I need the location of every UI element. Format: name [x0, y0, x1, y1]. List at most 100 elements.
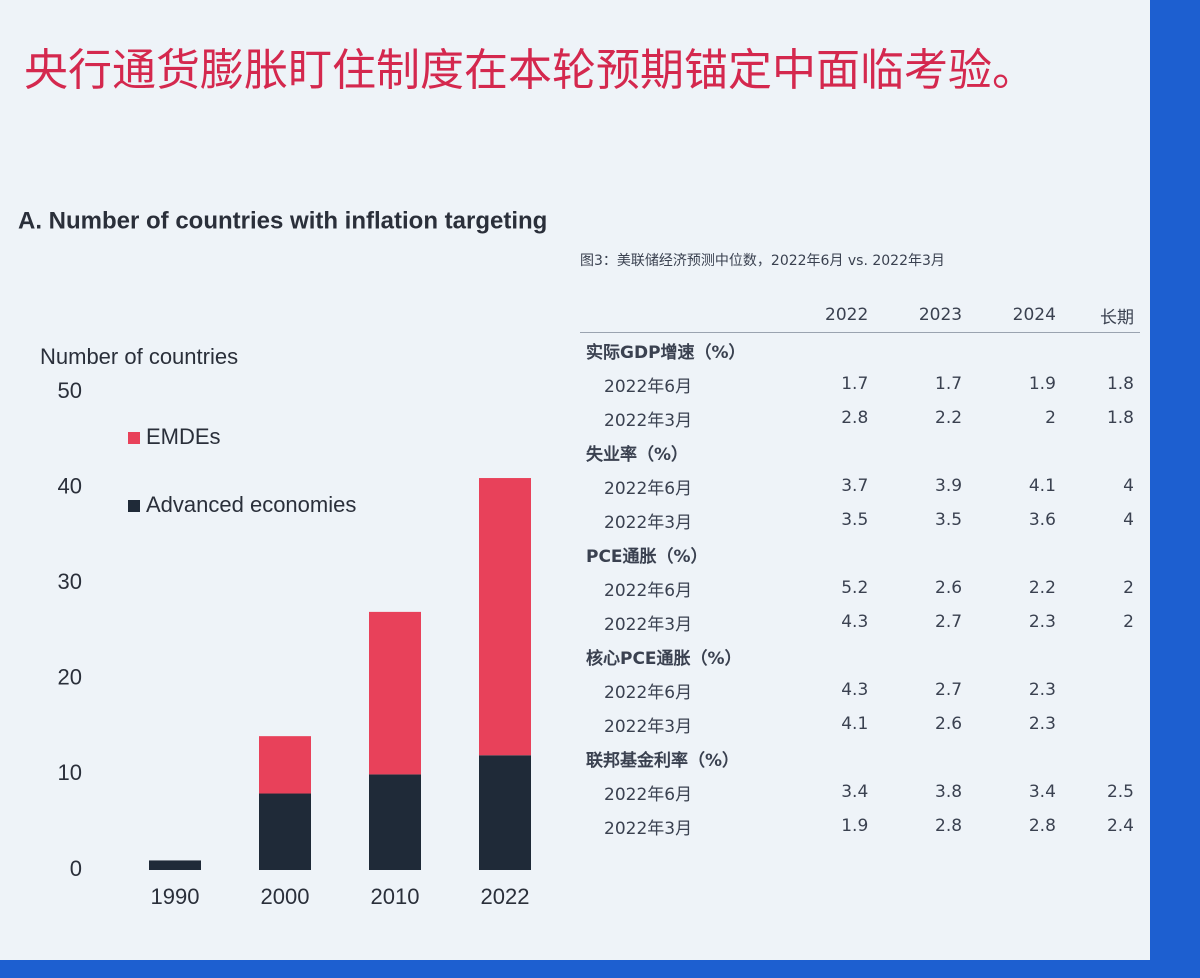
- section-title: 联邦基金利率（%）: [586, 750, 740, 771]
- cell: 2.8: [1028, 816, 1056, 836]
- data-row: 2022年6月 3.7 3.9 4.1 4: [580, 469, 1140, 503]
- bar-segment: [149, 860, 201, 870]
- cell: 4: [1123, 510, 1134, 530]
- row-label: 2022年3月: [604, 410, 693, 431]
- cell: 1.9: [1028, 374, 1056, 394]
- cell: 3.4: [1028, 782, 1056, 802]
- row-label: 2022年6月: [604, 682, 693, 703]
- cell: 2: [1123, 612, 1134, 632]
- cell: 3.7: [841, 476, 869, 496]
- cell: 2.3: [1028, 714, 1056, 734]
- row-label: 2022年6月: [604, 376, 693, 397]
- cell: 2.8: [935, 816, 963, 836]
- cell: 3.8: [935, 782, 963, 802]
- header-cell: 2024: [968, 298, 1062, 333]
- header-cell: [580, 298, 781, 333]
- cell: 2.4: [1106, 816, 1134, 836]
- legend-swatch: [128, 432, 140, 444]
- cell: 4.3: [841, 680, 869, 700]
- cell: 1.8: [1106, 408, 1134, 428]
- section-row: 失业率（%）: [580, 435, 1140, 469]
- section-title: PCE通胀（%）: [586, 546, 708, 567]
- section-title: 核心PCE通胀（%）: [586, 648, 742, 669]
- x-tick-label: 2000: [261, 884, 310, 909]
- y-tick-label: 40: [58, 473, 82, 498]
- cell: 2.8: [841, 408, 869, 428]
- cell: 1.8: [1106, 374, 1134, 394]
- table: 2022 2023 2024 长期实际GDP增速（%） 2022年6月 1.7 1.7 1.9…: [580, 298, 1140, 843]
- bar-segment: [369, 774, 421, 870]
- legend-label: EMDEs: [146, 424, 221, 449]
- cell: 1.7: [841, 374, 869, 394]
- row-label: 2022年3月: [604, 512, 693, 533]
- cell: 2: [1045, 408, 1056, 428]
- section-title: 失业率（%）: [586, 444, 689, 465]
- row-label: 2022年6月: [604, 580, 693, 601]
- cell: 2.3: [1028, 680, 1056, 700]
- header-cell: 2022: [780, 298, 875, 333]
- cell: 4.3: [841, 612, 869, 632]
- cell: 1.9: [841, 816, 869, 836]
- slide: 央行通货膨胀盯住制度在本轮预期锚定中面临考验。 A. Number of cou…: [0, 0, 1150, 960]
- x-tick-label: 2022: [481, 884, 530, 909]
- data-row: 2022年3月 2.8 2.2 2 1.8: [580, 401, 1140, 435]
- cell: 2.2: [935, 408, 963, 428]
- cell: 3.5: [935, 510, 963, 530]
- data-row: 2022年3月 1.9 2.8 2.8 2.4: [580, 809, 1140, 843]
- y-tick-label: 0: [70, 856, 82, 881]
- section-row: 实际GDP增速（%）: [580, 333, 1140, 368]
- x-tick-label: 2010: [371, 884, 420, 909]
- row-label: 2022年3月: [604, 716, 693, 737]
- empty-cell: [1062, 673, 1140, 707]
- cell: 2.5: [1106, 782, 1134, 802]
- data-row: 2022年6月 4.3 2.7 2.3: [580, 673, 1140, 707]
- data-row: 2022年3月 3.5 3.5 3.6 4: [580, 503, 1140, 537]
- y-tick-label: 30: [58, 569, 82, 594]
- row-label: 2022年3月: [604, 614, 693, 635]
- row-label: 2022年6月: [604, 784, 693, 805]
- legend-label: Advanced economies: [146, 492, 356, 517]
- cell: 4: [1123, 476, 1134, 496]
- cell: 2: [1123, 578, 1134, 598]
- data-row: 2022年6月 1.7 1.7 1.9 1.8: [580, 367, 1140, 401]
- row-label: 2022年6月: [604, 478, 693, 499]
- slide-title: 央行通货膨胀盯住制度在本轮预期锚定中面临考验。: [24, 45, 1036, 96]
- section-row: 核心PCE通胀（%）: [580, 639, 1140, 673]
- header-cell: 长期: [1061, 298, 1140, 333]
- table-block: 图3：美联储经济预测中位数，2022年6月 vs. 2022年3月 2022 20…: [580, 250, 1140, 843]
- data-row: 2022年3月 4.3 2.7 2.3 2: [580, 605, 1140, 639]
- cell: 2.6: [935, 578, 963, 598]
- chart-title: A. Number of countries with inflation ta…: [18, 207, 547, 234]
- bar-segment: [479, 478, 531, 756]
- cell: 5.2: [841, 578, 869, 598]
- cell: 2.2: [1028, 578, 1056, 598]
- y-tick-label: 50: [58, 378, 82, 403]
- bar-segment: [479, 755, 531, 870]
- table-caption: 图3：美联储经济预测中位数，2022年6月 vs. 2022年3月: [580, 253, 945, 269]
- y-tick-label: 10: [58, 760, 82, 785]
- cell: 4.1: [1028, 476, 1056, 496]
- cell: 2.6: [935, 714, 963, 734]
- cell: 2.7: [935, 680, 963, 700]
- cell: 3.4: [841, 782, 869, 802]
- cell: 2.7: [935, 612, 963, 632]
- bar-segment: [259, 736, 311, 794]
- y-axis-label: Number of countries: [40, 344, 238, 369]
- cell: 1.7: [935, 374, 963, 394]
- header-cell: 2023: [874, 298, 969, 333]
- data-row: 2022年6月 3.4 3.8 3.4 2.5: [580, 775, 1140, 809]
- y-tick-label: 20: [58, 665, 82, 690]
- chart: A. Number of countries with inflation ta…: [18, 207, 547, 909]
- section-row: 联邦基金利率（%）: [580, 741, 1140, 775]
- section-row: PCE通胀（%）: [580, 537, 1140, 571]
- bar-segment: [259, 793, 311, 870]
- section-title: 实际GDP增速（%）: [586, 342, 746, 363]
- bar-segment: [369, 611, 421, 775]
- row-label: 2022年3月: [604, 818, 693, 839]
- legend-swatch: [128, 500, 140, 512]
- data-row: 2022年6月 5.2 2.6 2.2 2: [580, 571, 1140, 605]
- x-tick-label: 1990: [151, 884, 200, 909]
- cell: 3.5: [841, 510, 869, 530]
- cell: 4.1: [841, 714, 869, 734]
